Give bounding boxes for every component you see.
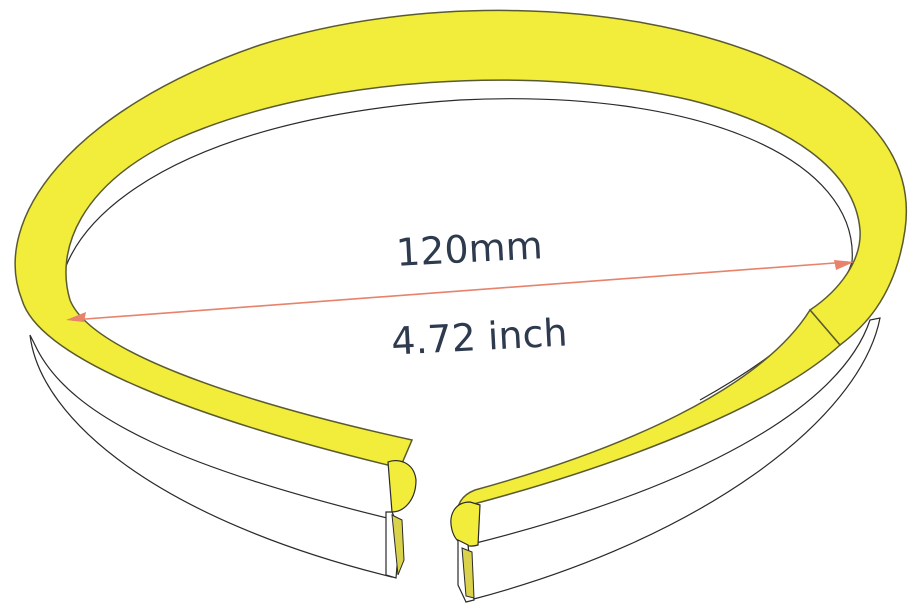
dimension-label-metric: 120mm <box>395 223 544 275</box>
strip-end-left <box>386 461 416 578</box>
dimension-label-imperial: 4.72 inch <box>390 310 568 363</box>
